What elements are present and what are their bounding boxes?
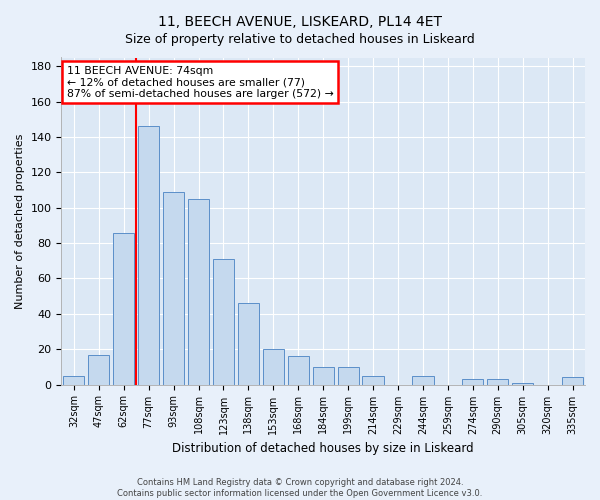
Bar xyxy=(138,126,159,384)
Bar xyxy=(362,376,383,384)
Bar xyxy=(188,199,209,384)
Bar xyxy=(88,354,109,384)
Bar xyxy=(213,259,234,384)
Bar xyxy=(238,303,259,384)
Text: Size of property relative to detached houses in Liskeard: Size of property relative to detached ho… xyxy=(125,32,475,46)
Bar xyxy=(313,367,334,384)
Bar xyxy=(338,367,359,384)
Bar xyxy=(512,383,533,384)
Bar xyxy=(113,232,134,384)
Y-axis label: Number of detached properties: Number of detached properties xyxy=(15,134,25,308)
Bar xyxy=(287,356,309,384)
Bar xyxy=(462,380,484,384)
Bar xyxy=(562,378,583,384)
Text: 11, BEECH AVENUE, LISKEARD, PL14 4ET: 11, BEECH AVENUE, LISKEARD, PL14 4ET xyxy=(158,15,442,29)
Bar xyxy=(412,376,434,384)
Bar xyxy=(487,380,508,384)
Bar xyxy=(163,192,184,384)
Text: 11 BEECH AVENUE: 74sqm
← 12% of detached houses are smaller (77)
87% of semi-det: 11 BEECH AVENUE: 74sqm ← 12% of detached… xyxy=(67,66,334,99)
X-axis label: Distribution of detached houses by size in Liskeard: Distribution of detached houses by size … xyxy=(172,442,474,455)
Bar xyxy=(63,376,85,384)
Text: Contains HM Land Registry data © Crown copyright and database right 2024.
Contai: Contains HM Land Registry data © Crown c… xyxy=(118,478,482,498)
Bar xyxy=(263,349,284,384)
